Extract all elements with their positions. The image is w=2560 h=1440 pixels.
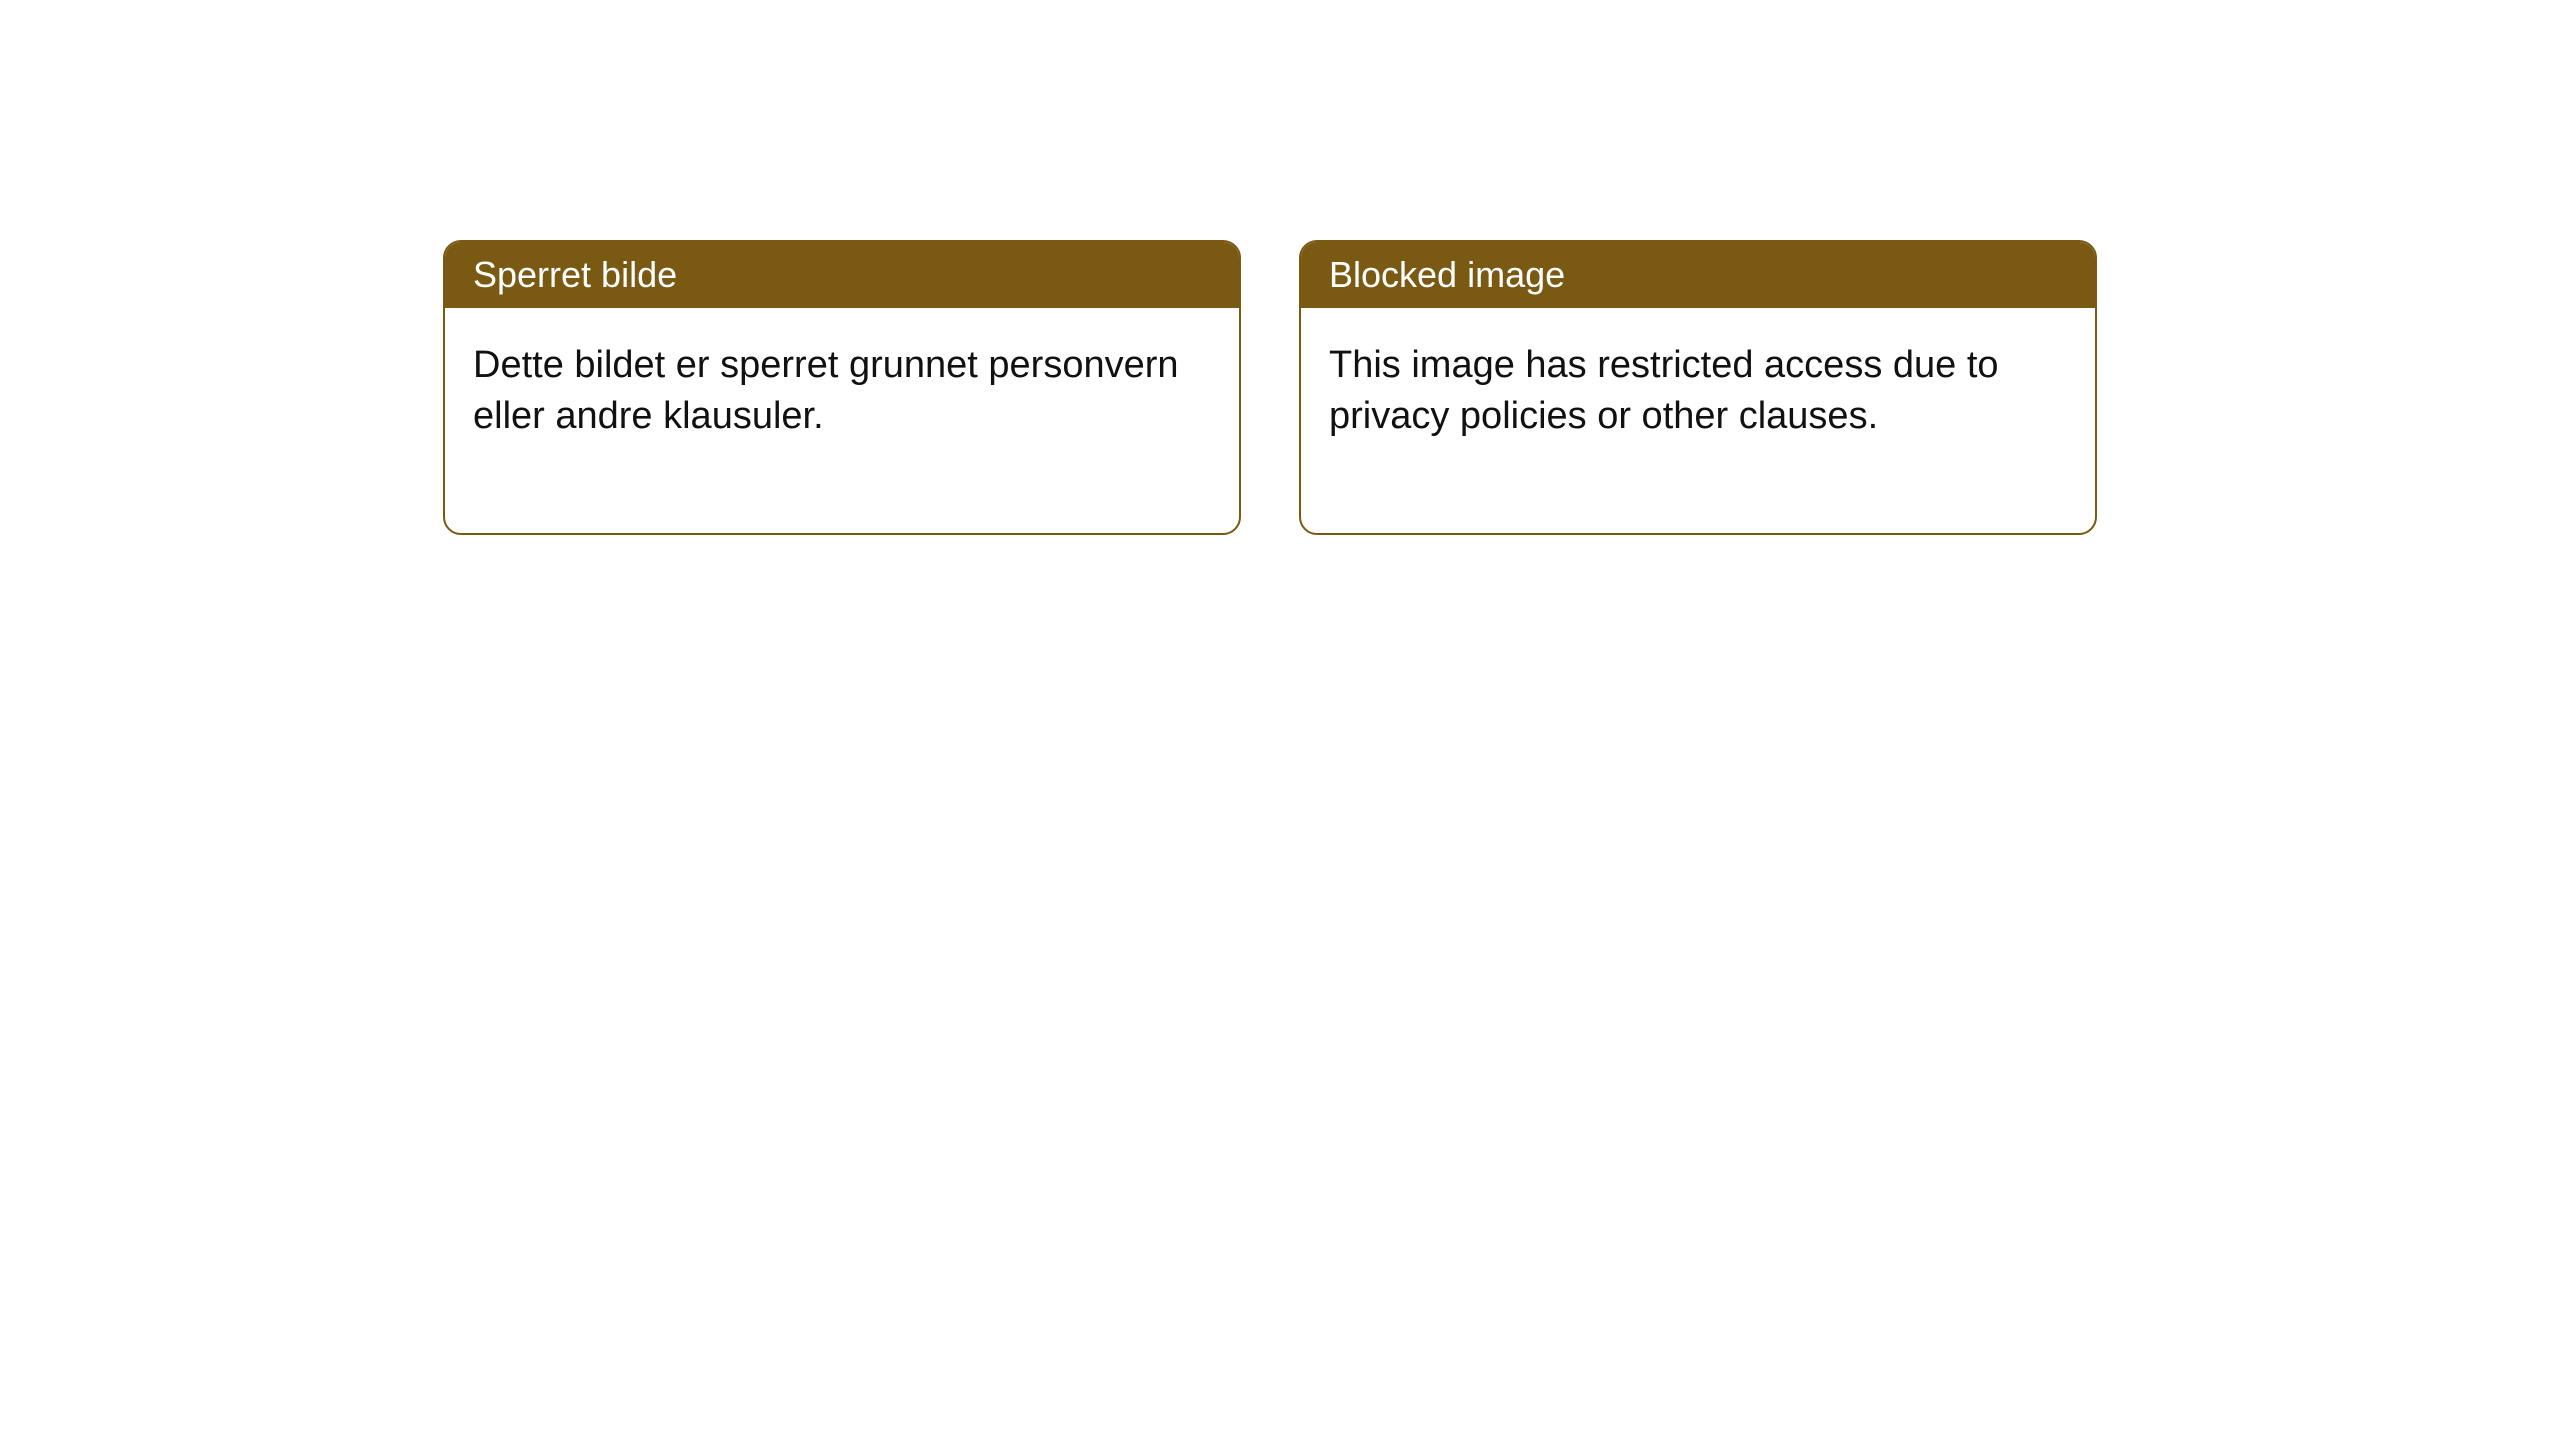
notice-body-text: This image has restricted access due to …	[1329, 344, 1999, 437]
notice-body: This image has restricted access due to …	[1301, 308, 2095, 533]
notice-body: Dette bildet er sperret grunnet personve…	[445, 308, 1239, 533]
notice-title: Sperret bilde	[473, 254, 677, 295]
notice-body-text: Dette bildet er sperret grunnet personve…	[473, 344, 1179, 437]
notice-header: Blocked image	[1301, 242, 2095, 308]
notice-container: Sperret bilde Dette bildet er sperret gr…	[443, 240, 2097, 535]
notice-header: Sperret bilde	[445, 242, 1239, 308]
notice-card-norwegian: Sperret bilde Dette bildet er sperret gr…	[443, 240, 1241, 535]
notice-card-english: Blocked image This image has restricted …	[1299, 240, 2097, 535]
notice-title: Blocked image	[1329, 254, 1565, 295]
